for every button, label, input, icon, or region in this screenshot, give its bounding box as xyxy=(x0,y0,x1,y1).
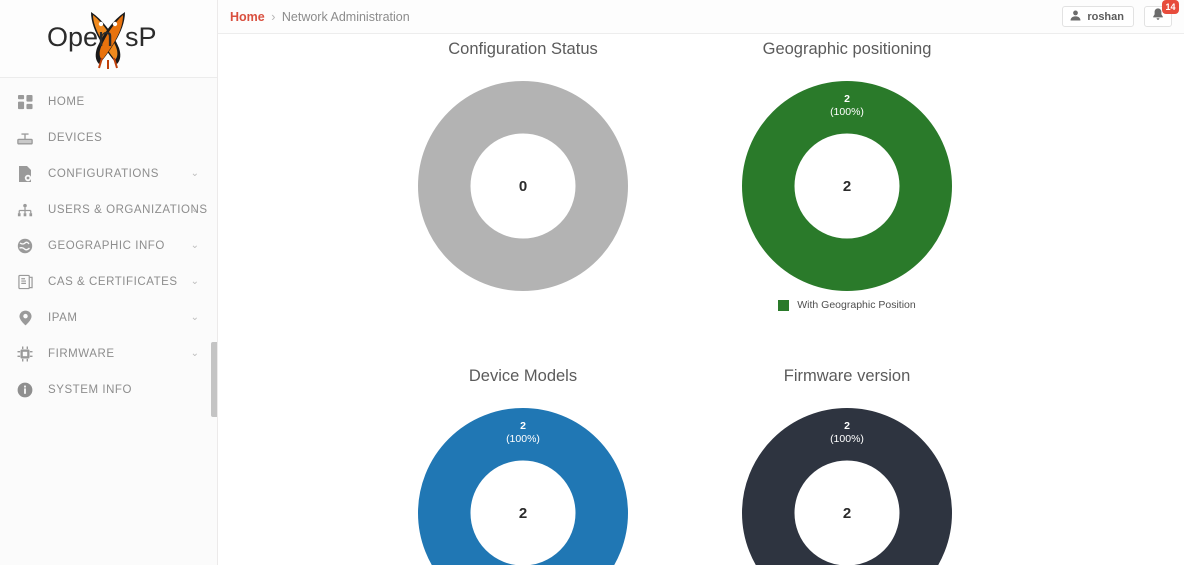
sidebar-item-label: HOME xyxy=(48,96,85,108)
donut-chart[interactable]: 2 (100%) 2 xyxy=(742,408,952,565)
chart-title: Geographic positioning xyxy=(762,40,932,58)
top-bar: Home › Network Administration roshan xyxy=(218,0,1184,34)
chart-title: Firmware version xyxy=(783,367,911,385)
svg-text:sP: sP xyxy=(125,22,157,52)
donut-center-value: 2 xyxy=(842,178,852,195)
donut-center-value: 2 xyxy=(842,505,852,522)
sidebar-item-system-info[interactable]: SYSTEM INFO xyxy=(0,372,217,408)
svg-text:Open: Open xyxy=(47,22,113,52)
chevron-down-icon[interactable]: ⌄ xyxy=(190,204,199,215)
donut-chart[interactable]: 2 (100%) 2 xyxy=(742,81,952,291)
sidebar-collapse-handle[interactable]: ‹ xyxy=(211,342,217,417)
brand-logo[interactable]: Open sP xyxy=(0,0,217,78)
chevron-down-icon[interactable]: ⌄ xyxy=(190,168,199,179)
top-bar-actions: roshan 14 xyxy=(1062,0,1179,27)
bell-icon xyxy=(1152,7,1164,26)
slice-percent: (100%) xyxy=(830,433,864,446)
slice-value: 2 xyxy=(844,420,850,432)
sidebar-item-geographic-info[interactable]: GEOGRAPHIC INFO ⌄ xyxy=(0,228,217,264)
map-pin-icon xyxy=(14,308,36,328)
breadcrumb-separator: › xyxy=(271,9,276,24)
donut-center-value: 0 xyxy=(518,178,528,195)
donut-chart[interactable]: 0 xyxy=(418,81,628,291)
user-name: roshan xyxy=(1087,10,1124,23)
certificate-icon xyxy=(14,272,36,292)
chart-firmware-version: Firmware version 2 (100%) 2 xyxy=(722,367,972,565)
sidebar-menu: HOME DEVICES xyxy=(0,78,217,408)
sidebar-item-label: CONFIGURATIONS xyxy=(48,168,159,180)
chart-configuration-status: Configuration Status 0 xyxy=(398,40,648,291)
sidebar-item-label: IPAM xyxy=(48,312,78,324)
user-menu-button[interactable]: roshan xyxy=(1062,6,1134,27)
breadcrumb: Home › Network Administration xyxy=(230,10,410,24)
slice-label: 2 (100%) xyxy=(418,420,628,446)
breadcrumb-current: Network Administration xyxy=(281,9,410,24)
info-icon xyxy=(14,380,36,400)
sidebar-item-devices[interactable]: DEVICES xyxy=(0,120,217,156)
sidebar-item-label: GEOGRAPHIC INFO xyxy=(48,240,165,252)
sidebar-item-ipam[interactable]: IPAM ⌄ xyxy=(0,300,217,336)
chart-geographic-positioning: Geographic positioning 2 (100%) 2 With G… xyxy=(722,40,972,311)
sidebar-item-label: CAS & CERTIFICATES xyxy=(48,276,178,288)
sidebar-item-firmware[interactable]: FIRMWARE ⌄ xyxy=(0,336,217,372)
chevron-down-icon[interactable]: ⌄ xyxy=(190,348,199,359)
openwisp-logo-mark: Open sP xyxy=(29,8,189,70)
donut-chart[interactable]: 2 (100%) 2 xyxy=(418,408,628,565)
notification-badge: 14 xyxy=(1162,0,1179,14)
slice-label: 2 (100%) xyxy=(742,93,952,119)
donut-center-value: 2 xyxy=(518,505,528,522)
chevron-down-icon[interactable]: ⌄ xyxy=(190,312,199,323)
slice-percent: (100%) xyxy=(506,433,540,446)
dashboard-charts: Configuration Status 0 Geographic positi… xyxy=(218,34,1184,565)
sidebar: Open sP HOME xyxy=(0,0,218,565)
sidebar-item-cas-certificates[interactable]: CAS & CERTIFICATES ⌄ xyxy=(0,264,217,300)
sidebar-item-label: DEVICES xyxy=(48,132,103,144)
slice-label: 2 (100%) xyxy=(742,420,952,446)
document-gear-icon xyxy=(14,164,36,184)
breadcrumb-home-link[interactable]: Home xyxy=(230,9,265,24)
org-tree-icon xyxy=(14,200,36,220)
sidebar-item-users-organizations[interactable]: USERS & ORGANIZATIONS ⌄ xyxy=(0,192,217,228)
sidebar-item-label: SYSTEM INFO xyxy=(48,384,133,396)
router-icon xyxy=(14,128,36,148)
chip-icon xyxy=(14,344,36,364)
main-content: Home › Network Administration roshan xyxy=(218,0,1184,565)
chart-title: Device Models xyxy=(468,367,578,385)
chevron-down-icon[interactable]: ⌄ xyxy=(190,240,199,251)
legend-swatch xyxy=(778,299,790,311)
sidebar-item-configurations[interactable]: CONFIGURATIONS ⌄ xyxy=(0,156,217,192)
user-icon xyxy=(1070,10,1081,24)
notifications-button[interactable]: 14 xyxy=(1144,0,1179,27)
sidebar-item-home[interactable]: HOME xyxy=(0,84,217,120)
sidebar-item-label: FIRMWARE xyxy=(48,348,115,360)
chart-legend: With Geographic Position xyxy=(722,299,972,311)
sidebar-item-label: USERS & ORGANIZATIONS xyxy=(48,204,208,216)
slice-percent: (100%) xyxy=(830,106,864,119)
slice-value: 2 xyxy=(520,420,526,432)
globe-icon xyxy=(14,236,36,256)
chart-title: Configuration Status xyxy=(448,40,598,58)
slice-value: 2 xyxy=(844,93,850,105)
legend-label: With Geographic Position xyxy=(797,299,916,311)
grid-icon xyxy=(14,92,36,112)
chart-device-models: Device Models 2 (100%) 2 xyxy=(398,367,648,565)
chevron-down-icon[interactable]: ⌄ xyxy=(190,276,199,287)
